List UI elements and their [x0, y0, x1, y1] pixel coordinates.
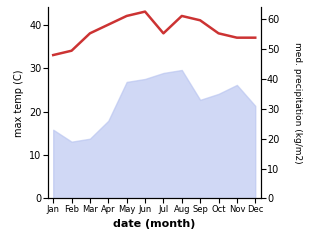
Y-axis label: med. precipitation (kg/m2): med. precipitation (kg/m2) [293, 42, 302, 164]
Y-axis label: max temp (C): max temp (C) [14, 69, 24, 136]
X-axis label: date (month): date (month) [113, 219, 196, 229]
